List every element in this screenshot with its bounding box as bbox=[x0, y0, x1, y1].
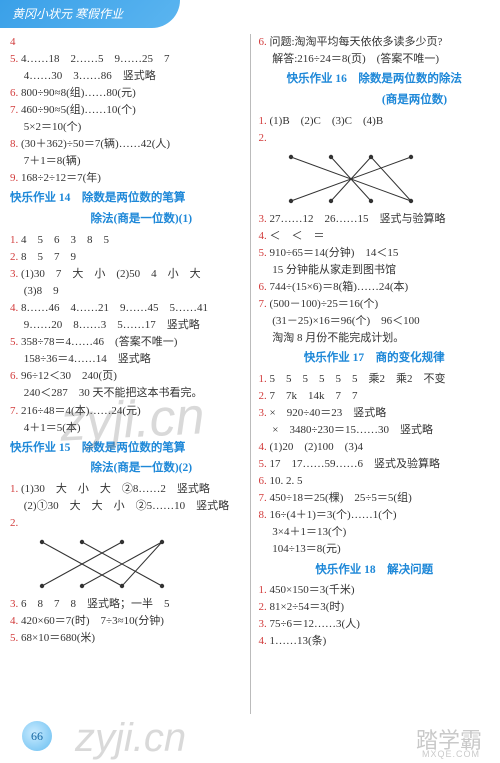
line: 淘淘 8 月份不能完成计划。 bbox=[259, 330, 491, 347]
line: 1. 450×150＝3(千米) bbox=[259, 582, 491, 599]
line: 3. × 920÷40＝23 竖式略 bbox=[259, 405, 491, 422]
line: 5. 68×10＝680(米) bbox=[10, 630, 242, 647]
section-16-subtitle: (商是两位数) bbox=[259, 92, 491, 110]
line: 2. bbox=[259, 130, 491, 147]
line: 1. (1)30 大 小 大 ②8……2 竖式略 bbox=[10, 481, 242, 498]
section-16-title: 快乐作业 16 除数是两位数的除法 bbox=[259, 71, 491, 89]
line: 240＜287 30 天不能把这本书看完。 bbox=[10, 385, 242, 402]
line: (31－25)×16＝96(个) 96＜100 bbox=[259, 313, 491, 330]
line: 158÷36＝4……14 竖式略 bbox=[10, 351, 242, 368]
page-body: 4 5. 4……18 2……5 9……25 7 4……30 3……86 竖式略 … bbox=[0, 34, 500, 734]
line: 1. 5 5 5 5 5 5 乘2 乘2 不变 bbox=[259, 371, 491, 388]
section-15-title: 快乐作业 15 除数是两位数的笔算 bbox=[10, 440, 242, 458]
section-14-title: 快乐作业 14 除数是两位数的笔算 bbox=[10, 190, 242, 208]
line: 3×4＋1＝13(个) bbox=[259, 524, 491, 541]
right-column: 6. 问题:淘淘平均每天依依多读多少页? 解答:216÷24＝8(页) (答案不… bbox=[259, 34, 491, 734]
line: 4 bbox=[10, 34, 242, 51]
line: 2. 81×2÷54＝3(时) bbox=[259, 599, 491, 616]
line: 5. 17 17……59……6 竖式及验算略 bbox=[259, 456, 491, 473]
line: 7. 460÷90≈5(组)……10(个) bbox=[10, 102, 242, 119]
line: (3)8 9 bbox=[10, 283, 242, 300]
line: 5×2＝10(个) bbox=[10, 119, 242, 136]
page-number-badge: 66 bbox=[22, 721, 52, 751]
line: 6. 96÷12＜30 240(页) bbox=[10, 368, 242, 385]
line: 8. 16÷(4＋1)＝3(个)……1(个) bbox=[259, 507, 491, 524]
column-divider bbox=[250, 34, 251, 714]
section-14-subtitle: 除法(商是一位数)(1) bbox=[10, 211, 242, 229]
line: 9. 168÷2÷12＝7(年) bbox=[10, 170, 242, 187]
line: 4. ＜ ＜ ＝ bbox=[259, 228, 491, 245]
line: 4＋1＝5(本) bbox=[10, 420, 242, 437]
section-18-title: 快乐作业 18 解决问题 bbox=[259, 562, 491, 580]
line: 4. 1……13(条) bbox=[259, 633, 491, 650]
line: 3. 6 8 7 8 竖式略；一半 5 bbox=[10, 596, 242, 613]
line: 2. 8 5 7 9 bbox=[10, 249, 242, 266]
line: 2. 7 7k 14k 7 7 bbox=[259, 388, 491, 405]
line: 7. (500－100)÷25＝16(个) bbox=[259, 296, 491, 313]
page-number: 66 bbox=[31, 729, 43, 744]
line: 6. 744÷(15×6)＝8(箱)……24(本) bbox=[259, 279, 491, 296]
section-15-subtitle: 除法(商是一位数)(2) bbox=[10, 460, 242, 478]
line: 5. 910÷65＝14(分钟) 14＜15 bbox=[259, 245, 491, 262]
line: 6. 10. 2. 5 bbox=[259, 473, 491, 490]
line: 7＋1＝8(辆) bbox=[10, 153, 242, 170]
brand-url: MXQE.COM bbox=[422, 749, 480, 759]
line: 15 分钟能从家走到图书馆 bbox=[259, 262, 491, 279]
line: 7. 450÷18＝25(棵) 25÷5＝5(组) bbox=[259, 490, 491, 507]
matching-diagram-left bbox=[22, 534, 182, 594]
line: 6. 问题:淘淘平均每天依依多读多少页? bbox=[259, 34, 491, 51]
line: 7. 216÷48＝4(本)……24(元) bbox=[10, 403, 242, 420]
line: 5. 358÷78＝4……46 (答案不唯一) bbox=[10, 334, 242, 351]
header-banner: 黄冈小状元 寒假作业 bbox=[0, 0, 180, 28]
line: 8. (30＋362)÷50＝7(辆)……42(人) bbox=[10, 136, 242, 153]
line: 1. (1)B (2)C (3)C (4)B bbox=[259, 113, 491, 130]
line: 2. bbox=[10, 515, 242, 532]
section-17-title: 快乐作业 17 商的变化规律 bbox=[259, 350, 491, 368]
line: 1. 4 5 6 3 8 5 bbox=[10, 232, 242, 249]
line: 4. 420×60＝7(时) 7÷3≈10(分钟) bbox=[10, 613, 242, 630]
left-column: 4 5. 4……18 2……5 9……25 7 4……30 3……86 竖式略 … bbox=[10, 34, 242, 734]
line: 4. (1)20 (2)100 (3)4 bbox=[259, 439, 491, 456]
line: 5. 4……18 2……5 9……25 7 bbox=[10, 51, 242, 68]
header-title: 黄冈小状元 寒假作业 bbox=[12, 7, 123, 21]
line: 解答:216÷24＝8(页) (答案不唯一) bbox=[259, 51, 491, 68]
line: 4……30 3……86 竖式略 bbox=[10, 68, 242, 85]
line: 6. 800÷90≈8(组)……80(元) bbox=[10, 85, 242, 102]
line: × 3480÷230＝15……30 竖式略 bbox=[259, 422, 491, 439]
line: 3. 27……12 26……15 竖式与验算略 bbox=[259, 211, 491, 228]
line: 3. 75÷6＝12……3(人) bbox=[259, 616, 491, 633]
line: 104÷13＝8(元) bbox=[259, 541, 491, 558]
line: 3. (1)30 7 大 小 (2)50 4 小 大 bbox=[10, 266, 242, 283]
line: (2)①30 大 大 小 ②5……10 竖式略 bbox=[10, 498, 242, 515]
line: 4. 8……46 4……21 9……45 5……41 bbox=[10, 300, 242, 317]
matching-diagram-right bbox=[271, 149, 431, 209]
line: 9……20 8……3 5……17 竖式略 bbox=[10, 317, 242, 334]
